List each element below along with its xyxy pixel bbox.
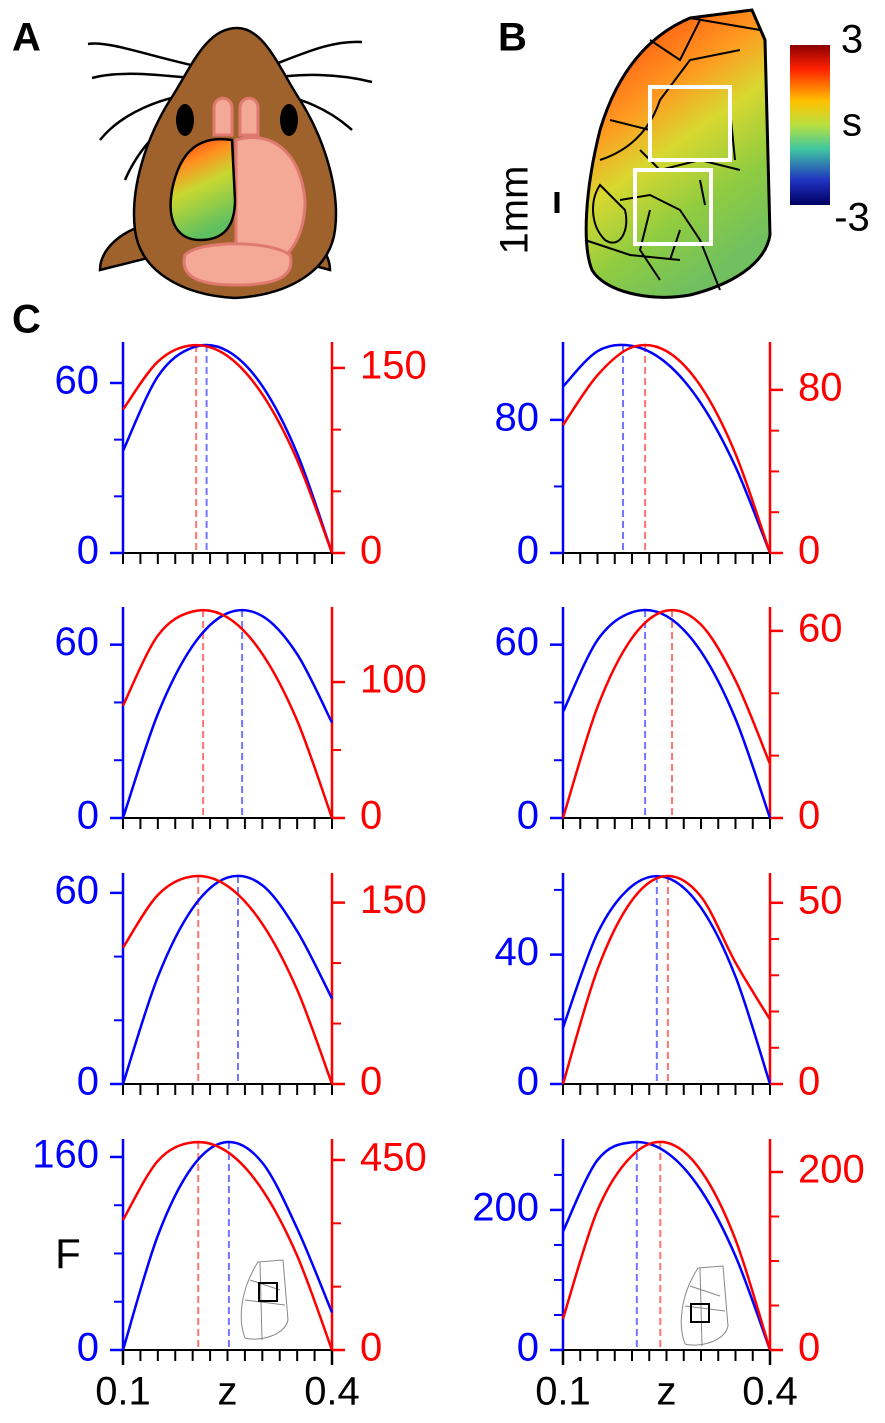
colorbar-label: s	[842, 101, 862, 145]
y-tick-label: 200	[472, 1185, 539, 1229]
y2-tick-label: 200	[798, 1148, 865, 1192]
y-tick-label: 0	[77, 1326, 99, 1370]
cerebellum	[182, 242, 293, 287]
y2-tick-label: 100	[360, 658, 427, 702]
panel-label: A	[12, 16, 41, 60]
y-tick-label: 0	[517, 529, 539, 573]
curve	[121, 343, 334, 554]
y-tick-label: 60	[55, 620, 100, 664]
x-axis-label: z	[218, 1370, 238, 1414]
y2-tick-label: 0	[360, 1326, 382, 1370]
y-tick-label: 0	[77, 1060, 99, 1104]
y2-tick-label: 0	[798, 794, 820, 838]
y2-tick-label: 0	[798, 529, 820, 573]
inset-roi	[690, 1303, 710, 1323]
y2-tick-label: 0	[798, 1326, 820, 1370]
colorbar-tick-label: 3	[841, 18, 863, 62]
y-tick-label: 160	[32, 1133, 99, 1177]
curve	[561, 608, 772, 819]
x-axis-label: z	[657, 1370, 677, 1414]
y2-tick-label: 0	[360, 529, 382, 573]
curve	[121, 343, 334, 554]
curve	[121, 874, 334, 1085]
y2-tick-label: 0	[360, 1060, 382, 1104]
x-tick-label: 0.4	[742, 1370, 798, 1414]
y2-tick-label: 0	[798, 1060, 820, 1104]
roi-box	[633, 168, 713, 246]
y-tick-label: 60	[55, 359, 100, 403]
inset-label: F	[55, 1230, 81, 1277]
y-tick-label: 0	[77, 529, 99, 573]
y2-tick-label: 80	[798, 365, 843, 409]
y-tick-label: 60	[495, 620, 540, 664]
scale-bar-label: 1mm	[493, 166, 537, 255]
brain-inset	[240, 1259, 729, 1347]
panel-label: B	[498, 16, 527, 60]
curve	[121, 608, 334, 819]
curve	[121, 1140, 334, 1351]
colorbar	[790, 45, 830, 205]
curve	[561, 874, 772, 1085]
curve	[121, 1140, 334, 1351]
y2-tick-label: 150	[360, 344, 427, 388]
y-tick-label: 80	[495, 395, 540, 439]
curve	[561, 874, 772, 1085]
colorbar-tick-label: -3	[834, 196, 870, 240]
curve	[121, 874, 334, 1085]
y2-tick-label: 450	[360, 1136, 427, 1180]
curve	[561, 1140, 772, 1351]
curve	[121, 608, 334, 819]
olfactory-bulb	[212, 96, 260, 137]
y2-tick-label: 0	[360, 794, 382, 838]
cortex-map	[169, 137, 237, 242]
y-tick-label: 0	[77, 794, 99, 838]
panel-label: C	[12, 298, 41, 342]
y2-tick-label: 50	[798, 878, 843, 922]
x-tick-label: 0.1	[95, 1370, 151, 1414]
curve	[561, 608, 772, 819]
x-tick-label: 0.1	[535, 1370, 591, 1414]
curve	[562, 343, 772, 554]
inset-roi	[258, 1282, 278, 1302]
y-tick-label: 60	[55, 868, 100, 912]
curve	[561, 343, 772, 554]
eye	[280, 104, 298, 136]
y-tick-label: 0	[517, 1326, 539, 1370]
x-tick-label: 0.4	[304, 1370, 360, 1414]
curve	[561, 1140, 772, 1351]
cortex-map	[584, 8, 772, 299]
roi-box	[648, 85, 732, 162]
y2-tick-label: 60	[798, 606, 843, 650]
y-tick-label: 40	[495, 930, 540, 974]
y-tick-label: 0	[517, 794, 539, 838]
y-tick-label: 0	[517, 1060, 539, 1104]
y2-tick-label: 150	[360, 878, 427, 922]
eye	[176, 104, 194, 136]
